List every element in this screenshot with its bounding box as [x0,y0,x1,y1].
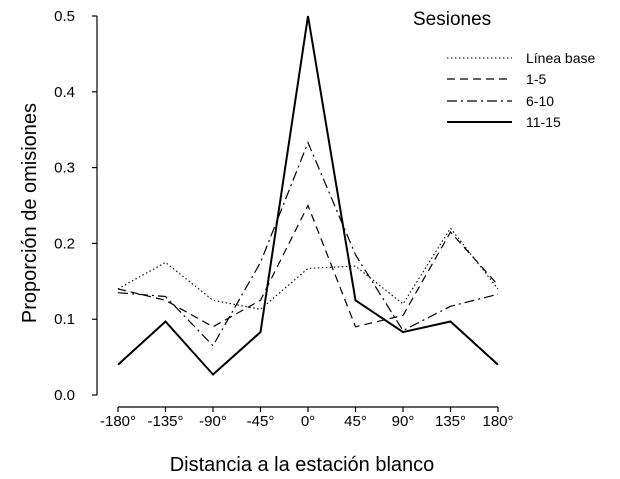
legend-label-4: 11-15 [526,114,561,130]
y-axis-label: Proporción de omisiones [19,103,41,323]
x-tick-label: 90° [392,413,415,430]
series-line-4 [117,15,499,376]
y-tick-label: 0.0 [54,387,75,404]
x-axis-label: Distancia a la estación blanco [170,454,435,476]
legend-label-3: 6-10 [526,93,554,109]
legend-title: Sesiones [413,9,491,30]
series-line-3 [117,141,499,347]
x-tick-label: 135° [435,413,466,430]
series-line-1 [117,227,499,310]
series-layer [117,15,499,376]
x-tick-label: 0° [301,413,315,430]
x-tick-label: -45° [247,413,275,430]
x-tick-label: -135° [147,413,183,430]
legend-label-2: 1-5 [526,71,546,87]
legend: Sesiones Línea base 1-5 6-10 11-15 [413,9,595,130]
x-tick-label: -180° [100,413,136,430]
y-tick-label: 0.5 [54,8,75,25]
x-tick-label: 45° [344,413,367,430]
legend-label-1: Línea base [526,50,595,66]
y-tick-label: 0.4 [54,84,75,101]
y-tick-label: 0.3 [54,160,75,177]
axes: 0.0 0.1 0.2 0.3 0.4 0.5 -180° -135° -90° -45° 0° 45… [54,8,513,430]
y-tick-label: 0.1 [54,311,75,328]
x-tick-label: 180° [482,413,513,430]
y-tick-label: 0.2 [54,235,75,252]
x-tick-label: -90° [199,413,227,430]
series-line-2 [117,204,499,328]
